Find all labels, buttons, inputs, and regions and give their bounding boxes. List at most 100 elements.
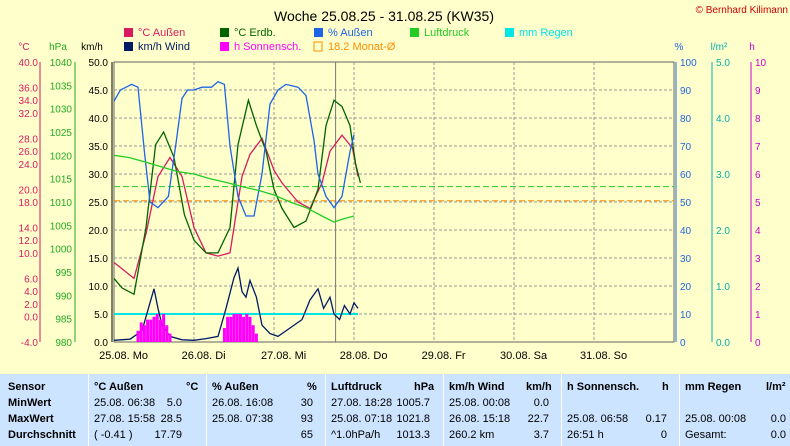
row-label: MinWert xyxy=(8,397,52,409)
tick-label-temp: 24.0 xyxy=(19,160,39,171)
col-separator xyxy=(88,374,89,446)
table-row: MaxWert 27.08. 15:58 28.5 25.08. 07:38 93 25.… xyxy=(0,411,790,427)
sunshine-bar xyxy=(248,316,252,342)
cell-time: 26.08. 15:18 xyxy=(449,413,511,425)
tick-label-humidity: 60 xyxy=(680,170,692,181)
header-pressure: Luftdruck xyxy=(331,381,382,393)
header-wind: km/h Wind xyxy=(449,381,505,393)
legend-swatch xyxy=(220,42,229,51)
cell-time: 260.2 km xyxy=(449,429,495,441)
tick-label-pressure: 1040 xyxy=(50,58,73,69)
copyright-label: © Bernhard Kilimann xyxy=(696,5,788,16)
table-header-row: Sensor °C Außen °C % Außen % Luftdruck h… xyxy=(0,379,790,395)
header-humidity: % Außen xyxy=(212,381,259,393)
cell-value: 28.5 xyxy=(160,413,182,425)
cell-time: 25.08. 07:18 xyxy=(331,413,393,425)
header-sun: h Sonnensch. xyxy=(567,381,640,393)
tick-label-temp: 34.0 xyxy=(19,96,39,107)
tick-label-wind: 5.0 xyxy=(94,310,108,321)
header-sun-unit: h xyxy=(662,381,669,393)
sunshine-bar xyxy=(232,314,236,342)
tick-label-temp: 26.0 xyxy=(19,147,39,158)
tick-label-temp: 32.0 xyxy=(19,109,39,120)
cell-value: 5.0 xyxy=(166,397,182,409)
tick-label-pressure: 995 xyxy=(55,268,72,279)
cell-value: 0.0 xyxy=(770,413,786,425)
cell-time: 25.08. 00:08 xyxy=(449,397,511,409)
unit-hpa: hPa xyxy=(49,42,67,53)
sunshine-bar xyxy=(254,333,258,342)
tick-label-sun: 9 xyxy=(755,86,761,97)
cell-time: 27.08. 15:58 xyxy=(94,413,156,425)
cell-value: 17.79 xyxy=(154,429,182,441)
header-temp-unit: °C xyxy=(186,381,199,393)
cell-time: 26.08. 16:08 xyxy=(212,397,274,409)
col-separator xyxy=(325,374,326,446)
tick-label-sun: 7 xyxy=(755,142,761,153)
tick-label-wind: 0.0 xyxy=(94,338,108,349)
tick-label-temp: 6.0 xyxy=(24,274,38,285)
col-separator xyxy=(206,374,207,446)
sunshine-bar xyxy=(152,316,156,342)
legend-swatch xyxy=(124,42,133,51)
legend-swatch xyxy=(505,28,514,37)
tick-label-rain: 1.0 xyxy=(716,282,730,293)
sunshine-bar xyxy=(226,316,230,342)
tick-label-sun: 4 xyxy=(755,226,761,237)
tick-label-sun: 6 xyxy=(755,170,761,181)
legend: °C Außen °C Erdb. % Außen Luftdruck mm Regen… xyxy=(124,27,573,53)
tick-label-wind: 45.0 xyxy=(89,86,109,97)
row-label: Durchschnitt xyxy=(8,429,76,441)
col-separator xyxy=(443,374,444,446)
tick-label-humidity: 90 xyxy=(680,86,692,97)
unit-temp: °C xyxy=(18,42,29,53)
unit-kmh: km/h xyxy=(81,42,103,53)
sunshine-bar xyxy=(242,316,246,342)
sunshine-bar xyxy=(139,322,143,342)
tick-label-wind: 30.0 xyxy=(89,170,109,181)
tick-label-rain: 5.0 xyxy=(716,58,730,69)
x-axis-labels: 25.08. Mo 26.08. Di 27.08. Mi 28.08. Do 29.0… xyxy=(99,350,627,362)
cell-value: 0.17 xyxy=(645,413,667,425)
cell-time: 25.08. 00:08 xyxy=(685,413,747,425)
header-pressure-unit: hPa xyxy=(414,381,435,393)
tick-label-temp: 4.0 xyxy=(24,287,38,298)
legend-swatch xyxy=(124,28,133,37)
x-tick-label: 28.08. Do xyxy=(340,350,388,362)
tick-label-humidity: 50 xyxy=(680,198,692,209)
tick-label-sun: 5 xyxy=(755,198,761,209)
tick-label-sun: 3 xyxy=(755,254,761,265)
tick-label-sun: 10 xyxy=(755,58,767,69)
header-temp: °C Außen xyxy=(94,381,144,393)
legend-label: h Sonnensch. xyxy=(234,41,301,53)
tick-label-sun: 2 xyxy=(755,282,761,293)
tick-label-pressure: 1015 xyxy=(50,175,73,186)
tick-label-pressure: 1005 xyxy=(50,221,73,232)
sunshine-bar xyxy=(155,314,159,342)
tick-label-humidity: 70 xyxy=(680,142,692,153)
cell-value: 0 xyxy=(660,429,667,441)
tick-label-pressure: 1030 xyxy=(50,105,73,116)
tick-label-pressure: 990 xyxy=(55,291,72,302)
table-row: Durchschnitt ( -0.41 ) 17.79 65 ^1.0hPa/h 101… xyxy=(0,427,790,443)
tick-label-temp: 20.0 xyxy=(19,185,39,196)
sunshine-bar xyxy=(162,314,166,342)
cell-time: Gesamt: xyxy=(685,429,727,441)
legend-swatch xyxy=(314,28,323,37)
tick-label-temp: 14.0 xyxy=(19,223,39,234)
legend-label: °C Erdb. xyxy=(234,27,276,39)
col-separator xyxy=(561,374,562,446)
tick-label-rain: 4.0 xyxy=(716,114,730,125)
series-line xyxy=(113,80,355,217)
tick-label-pressure: 1020 xyxy=(50,151,73,162)
tick-label-pressure: 1035 xyxy=(50,81,73,92)
sunshine-bar xyxy=(149,319,153,342)
stats-table: Sensor °C Außen °C % Außen % Luftdruck h… xyxy=(0,374,790,446)
header-rain-unit: l/m² xyxy=(766,381,786,393)
series-line xyxy=(113,265,359,341)
header-sensor: Sensor xyxy=(8,381,46,393)
tick-label-temp: 40.0 xyxy=(19,58,39,69)
cell-value: 65 xyxy=(300,429,313,441)
sunshine-bar xyxy=(251,325,255,342)
tick-label-rain: 3.0 xyxy=(716,170,730,181)
